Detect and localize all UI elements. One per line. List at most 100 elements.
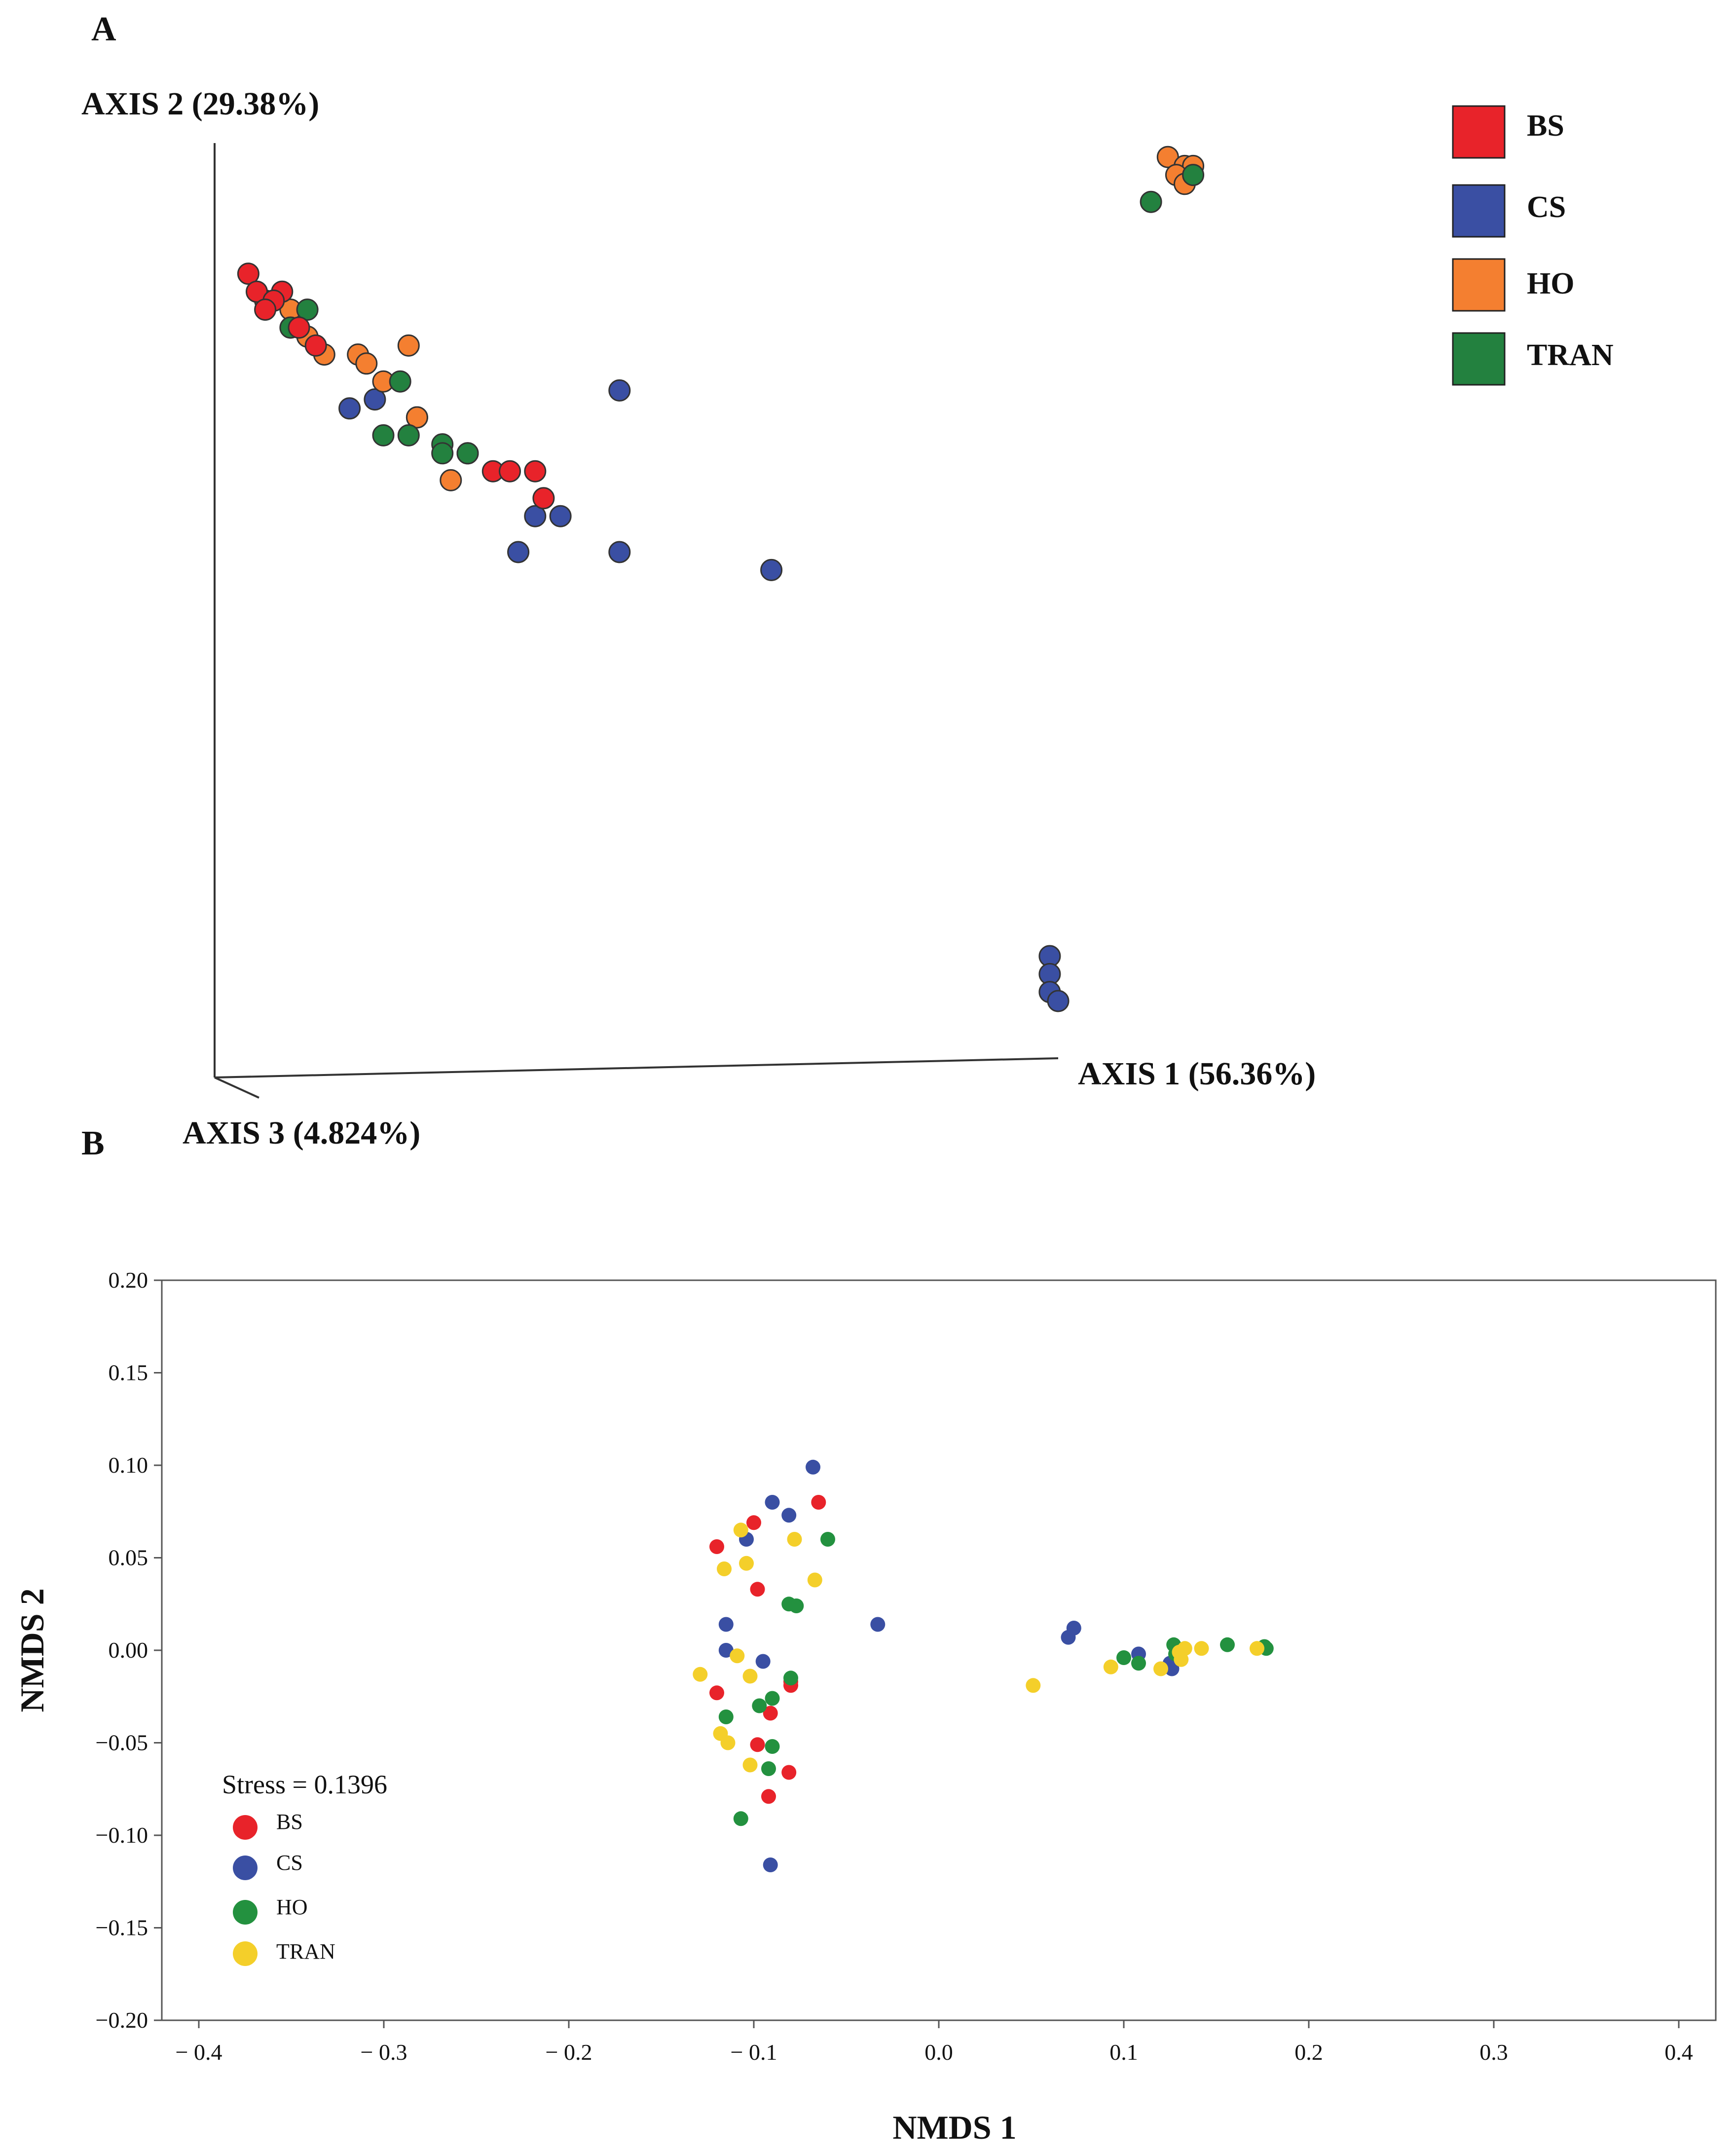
point-a-cs-13 — [1047, 990, 1070, 1012]
legend-b-label-ho: HO — [276, 1895, 308, 1919]
y-axis-title: NMDS 2 — [13, 1588, 51, 1712]
legend-a-swatch-bs — [1452, 105, 1506, 159]
point-b-ho-6 — [718, 1709, 734, 1724]
point-b-cs-0 — [806, 1459, 820, 1475]
panel-b-ticks: − 0.4 − 0.3 − 0.2 − 0.1 0.0 0.1 0.2 0.3 0.4 0.20 0… — [96, 1267, 1693, 2065]
point-b-bs-2 — [709, 1539, 724, 1554]
legend-a-swatch-ho — [1452, 258, 1506, 312]
point-b-ho-10 — [1116, 1650, 1131, 1665]
point-a-bs-10 — [532, 487, 555, 510]
point-b-tran-13 — [1153, 1661, 1168, 1676]
x-tick-label-7: 0.3 — [1479, 2040, 1508, 2065]
point-b-bs-9 — [761, 1789, 776, 1804]
point-a-cs-1 — [338, 397, 361, 420]
point-a-ho-6 — [397, 334, 420, 357]
point-a-tran-3 — [389, 370, 411, 393]
legend-b-marker-ho — [233, 1900, 258, 1925]
point-b-tran-1 — [787, 1532, 802, 1547]
point-b-tran-5 — [730, 1648, 745, 1664]
point-b-ho-2 — [789, 1598, 804, 1613]
panel-b-nmds-plot: B − 0.4 − 0.3 − 0.2 − 0.1 0.0 0.1 0.2 0.3 0.4 0.2… — [13, 1124, 1717, 2146]
point-a-cs-0 — [608, 379, 631, 402]
point-b-ho-5 — [752, 1698, 767, 1713]
point-b-ho-11 — [1131, 1656, 1146, 1671]
y-tick-label-6: −0.10 — [96, 1822, 148, 1848]
point-b-ho-0 — [820, 1532, 835, 1547]
panel-a-points — [237, 146, 1205, 1012]
point-b-bs-5 — [709, 1685, 724, 1701]
point-b-tran-2 — [739, 1556, 754, 1571]
point-b-tran-7 — [742, 1669, 758, 1684]
y-tick-label-5: −0.05 — [96, 1730, 148, 1755]
legend-a-label-tran: TRAN — [1527, 338, 1614, 372]
point-a-tran-7 — [431, 442, 454, 465]
legend-b-label-cs: CS — [276, 1851, 303, 1875]
point-a-cs-2 — [364, 388, 386, 411]
point-b-cs-2 — [781, 1508, 797, 1523]
point-b-ho-13 — [1220, 1637, 1235, 1652]
point-b-bs-1 — [746, 1515, 761, 1530]
point-b-tran-12 — [1103, 1659, 1118, 1674]
point-b-ho-9 — [733, 1811, 748, 1826]
x-tick-label-0: − 0.4 — [176, 2040, 222, 2065]
legend-b-marker-bs — [233, 1815, 258, 1840]
point-b-tran-16 — [1174, 1652, 1189, 1667]
plot-b-frame — [161, 1279, 1717, 2021]
point-b-ho-4 — [765, 1691, 780, 1706]
point-b-bs-3 — [750, 1582, 765, 1597]
point-a-ho-8 — [406, 406, 428, 429]
y-tick-label-1: 0.15 — [109, 1360, 148, 1385]
point-a-ho-5 — [355, 352, 378, 375]
point-b-cs-6 — [755, 1654, 771, 1669]
point-b-tran-3 — [717, 1561, 732, 1576]
point-b-tran-6 — [693, 1667, 708, 1682]
point-b-cs-5 — [718, 1643, 734, 1658]
x-tick-label-3: − 0.1 — [731, 2040, 777, 2065]
point-b-cs-10 — [1061, 1630, 1076, 1645]
x-tick-label-1: − 0.3 — [361, 2040, 407, 2065]
point-b-tran-17 — [1194, 1641, 1209, 1656]
point-b-tran-4 — [807, 1572, 822, 1588]
point-a-cs-7 — [507, 541, 530, 563]
point-b-tran-9 — [720, 1735, 736, 1750]
point-a-tran-2 — [296, 298, 319, 321]
point-a-cs-8 — [608, 541, 631, 563]
legend-b-label-bs: BS — [276, 1810, 303, 1834]
point-a-tran-10 — [1140, 190, 1162, 213]
axis3-label: AXIS 3 (4.824%) — [183, 1115, 420, 1151]
axis3-line — [214, 1076, 259, 1099]
x-axis-title: NMDS 1 — [892, 2109, 1016, 2146]
point-b-tran-11 — [1026, 1678, 1041, 1693]
panel-a-legend: BS CS HO TRAN — [1452, 105, 1614, 386]
point-b-ho-3 — [783, 1670, 798, 1686]
point-a-bs-6 — [304, 334, 327, 357]
legend-a-swatch-tran — [1452, 332, 1506, 386]
point-a-bs-0 — [237, 262, 259, 285]
axis2-label: AXIS 2 (29.38%) — [81, 86, 319, 122]
point-b-bs-0 — [811, 1495, 826, 1510]
point-a-tran-9 — [1182, 164, 1205, 186]
x-tick-label-8: 0.4 — [1664, 2040, 1693, 2065]
point-a-tran-4 — [372, 424, 395, 446]
point-a-cs-6 — [549, 505, 572, 527]
point-b-cs-8 — [763, 1857, 778, 1872]
legend-b-label-tran: TRAN — [276, 1939, 335, 1964]
axis1-line — [214, 1057, 1059, 1078]
panel-a-pcoa-plot: A AXIS 2 (29.38%) AXIS 1 (56.36%) AXIS 3… — [81, 10, 1614, 1151]
point-a-bs-5 — [288, 316, 310, 339]
point-b-cs-1 — [765, 1495, 780, 1510]
point-a-bs-4 — [254, 298, 277, 321]
axis1-label: AXIS 1 (56.36%) — [1078, 1056, 1316, 1092]
point-b-bs-7 — [750, 1737, 765, 1752]
point-a-cs-9 — [760, 558, 783, 581]
point-b-tran-0 — [733, 1522, 748, 1538]
point-b-tran-18 — [1250, 1641, 1264, 1656]
point-b-ho-7 — [765, 1739, 780, 1754]
point-b-tran-10 — [742, 1757, 758, 1773]
point-b-bs-8 — [781, 1765, 797, 1780]
point-a-tran-8 — [456, 442, 479, 465]
point-a-tran-5 — [397, 424, 420, 446]
y-tick-label-0: 0.20 — [109, 1267, 148, 1293]
x-tick-label-6: 0.2 — [1294, 2040, 1323, 2065]
